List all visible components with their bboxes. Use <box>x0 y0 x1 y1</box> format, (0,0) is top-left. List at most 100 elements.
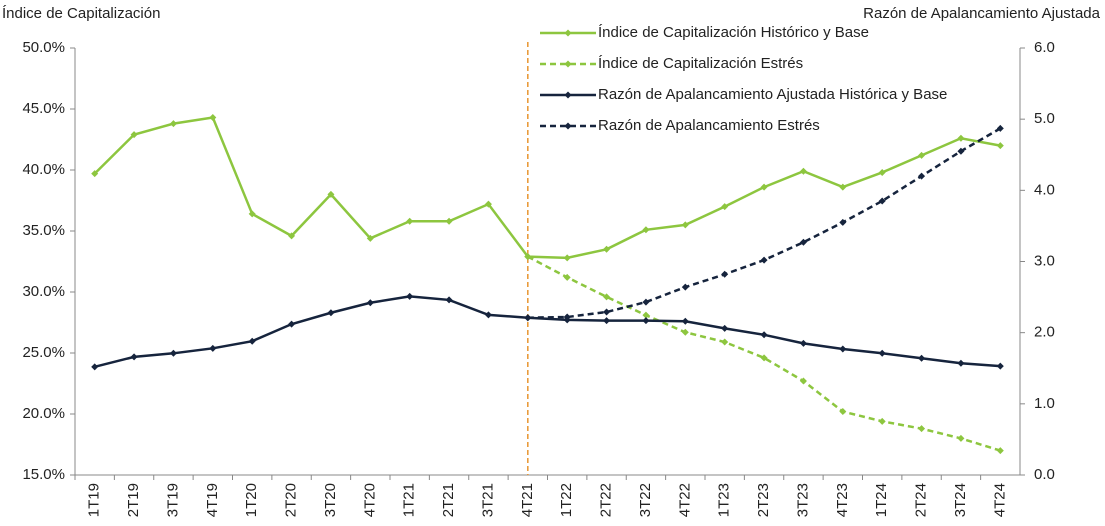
y-tick-label: 35.0% <box>22 222 65 239</box>
data-point <box>721 270 729 278</box>
data-point <box>603 308 611 316</box>
data-point <box>760 331 768 339</box>
x-tick-label: 1T22 <box>558 483 575 517</box>
data-point <box>918 425 926 433</box>
data-point <box>996 362 1004 370</box>
data-point <box>799 167 807 175</box>
data-point <box>642 311 650 319</box>
data-point <box>91 170 99 178</box>
data-point <box>563 273 571 281</box>
legend-item: Índice de Capitalización Estrés <box>538 55 978 72</box>
data-point <box>366 234 374 242</box>
data-point <box>878 349 886 357</box>
data-point <box>288 232 296 240</box>
data-point <box>681 221 689 229</box>
x-tick-label: 2T23 <box>755 483 772 517</box>
data-point <box>484 200 492 208</box>
x-tick-label: 4T23 <box>834 483 851 517</box>
y-tick-label: 50.0% <box>22 39 65 56</box>
x-tick-label: 1T20 <box>243 483 260 517</box>
series-line <box>94 295 1001 369</box>
data-point <box>681 328 689 336</box>
y2-tick-label: 1.0 <box>1034 395 1055 412</box>
x-tick-label: 3T22 <box>637 483 654 517</box>
data-point <box>957 147 965 155</box>
legend-item: Razón de Apalancamiento Ajustada Históri… <box>538 86 978 103</box>
data-point <box>918 354 926 362</box>
legend-swatch <box>540 60 596 68</box>
y2-tick-label: 2.0 <box>1034 324 1055 341</box>
data-point <box>839 183 847 191</box>
legend-label: Índice de Capitalización Estrés <box>598 55 804 72</box>
y2-tick-label: 5.0 <box>1034 110 1055 127</box>
data-point <box>130 353 138 361</box>
data-point <box>918 172 926 180</box>
y2-tick-label: 3.0 <box>1034 252 1055 269</box>
x-tick-label: 1T21 <box>401 483 418 517</box>
y-axis-title: Índice de Capitalización <box>2 5 160 22</box>
data-point <box>524 314 532 322</box>
data-point <box>327 190 335 198</box>
data-point <box>878 417 886 425</box>
x-tick-label: 4T20 <box>361 483 378 517</box>
series-line <box>93 116 1001 260</box>
legend-label: Razón de Apalancamiento Estrés <box>598 117 820 134</box>
y-tick-label: 15.0% <box>22 466 65 483</box>
data-point <box>799 238 807 246</box>
data-point <box>878 197 886 205</box>
data-point <box>524 253 532 261</box>
data-point <box>327 309 335 317</box>
data-point <box>681 283 689 291</box>
data-point <box>799 339 807 347</box>
x-tick-label: 4T19 <box>204 483 221 517</box>
data-point <box>248 210 256 218</box>
y2-tick-label: 0.0 <box>1034 466 1055 483</box>
data-point <box>484 311 492 319</box>
y-tick-label: 25.0% <box>22 344 65 361</box>
data-point <box>563 313 571 321</box>
data-point <box>406 292 414 300</box>
x-tick-label: 1T24 <box>873 483 890 517</box>
x-tick-label: 4T24 <box>991 483 1008 517</box>
y2-tick-label: 6.0 <box>1034 39 1055 56</box>
x-tick-label: 4T21 <box>519 483 536 517</box>
data-point <box>760 183 768 191</box>
y-tick-label: 20.0% <box>22 405 65 422</box>
x-tick-label: 3T24 <box>952 483 969 517</box>
data-point <box>918 151 926 159</box>
data-point <box>603 317 611 325</box>
data-point <box>563 254 571 262</box>
y2-tick-label: 4.0 <box>1034 181 1055 198</box>
data-point <box>839 218 847 226</box>
data-point <box>721 338 729 346</box>
data-point <box>996 447 1004 455</box>
legend-marker <box>564 91 572 99</box>
x-tick-label: 3T21 <box>479 483 496 517</box>
data-point <box>996 124 1004 132</box>
data-point <box>209 114 217 122</box>
legend-label: Razón de Apalancamiento Ajustada Históri… <box>598 86 948 103</box>
data-point <box>603 245 611 253</box>
data-point <box>996 142 1004 150</box>
y-tick-label: 40.0% <box>22 161 65 178</box>
data-point <box>642 298 650 306</box>
data-point <box>445 296 453 304</box>
x-tick-label: 4T22 <box>676 483 693 517</box>
legend: Índice de Capitalización Histórico y Bas… <box>538 24 978 148</box>
data-point <box>366 299 374 307</box>
y-tick-label: 30.0% <box>22 283 65 300</box>
data-point <box>169 120 177 128</box>
data-point <box>209 344 217 352</box>
data-point <box>681 317 689 325</box>
legend-item: Índice de Capitalización Histórico y Bas… <box>538 24 978 41</box>
legend-swatch <box>540 29 596 37</box>
data-point <box>721 324 729 332</box>
legend-marker <box>564 60 572 68</box>
data-point <box>642 226 650 234</box>
x-tick-label: 2T24 <box>913 483 930 517</box>
data-point <box>957 434 965 442</box>
data-point <box>642 317 650 325</box>
legend-marker <box>564 29 572 37</box>
